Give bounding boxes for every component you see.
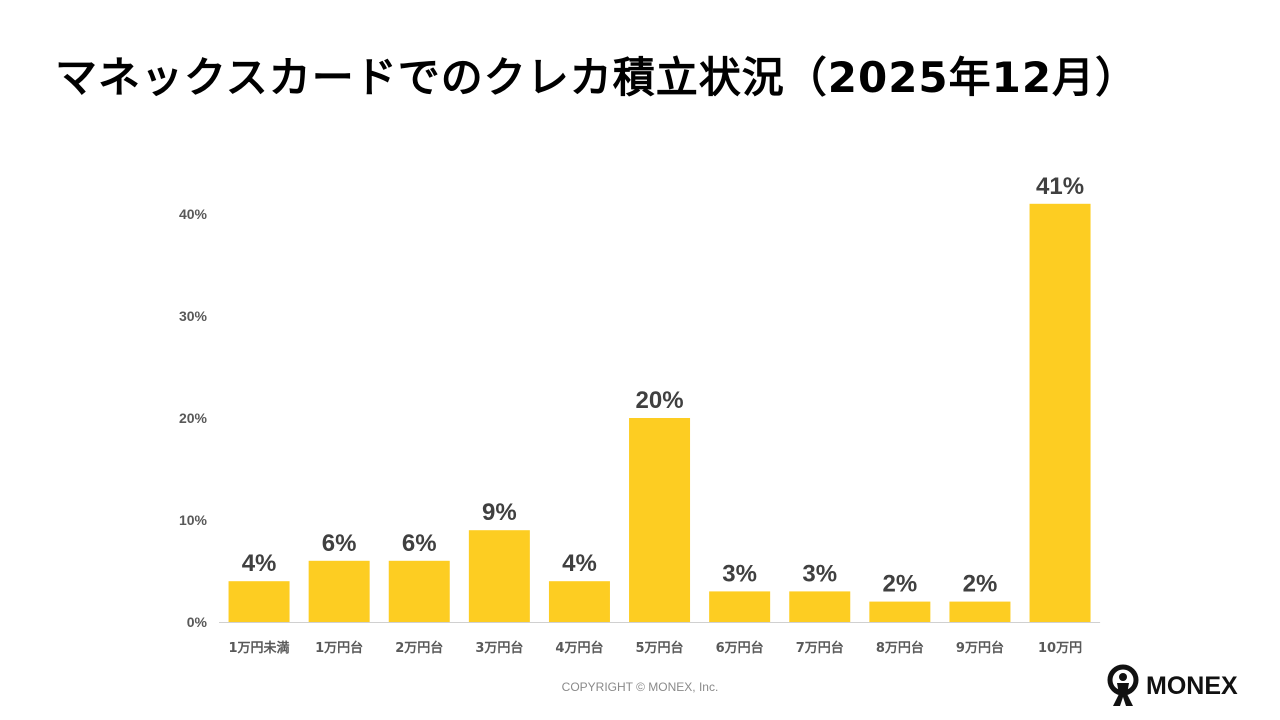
- monex-figure-icon: [1107, 664, 1139, 706]
- x-tick-label: 7万円台: [796, 640, 844, 656]
- data-label: 4%: [562, 550, 597, 577]
- bar: [1029, 203, 1091, 623]
- x-tick-label: 8万円台: [876, 640, 924, 656]
- data-label: 3%: [802, 560, 837, 587]
- data-label: 4%: [242, 550, 277, 577]
- monex-logo: MONEX: [1106, 664, 1238, 708]
- bar: [949, 601, 1011, 622]
- x-tick-label: 10万円: [1038, 641, 1082, 656]
- bar: [629, 418, 691, 622]
- data-label: 6%: [322, 530, 357, 557]
- x-tick-label: 9万円台: [956, 640, 1004, 656]
- copyright-text: COPYRIGHT © MONEX, Inc.: [561, 680, 719, 694]
- y-tick-label: 40%: [179, 206, 208, 222]
- data-label: 41%: [1036, 173, 1084, 200]
- data-label: 2%: [963, 571, 998, 598]
- data-label: 20%: [636, 387, 684, 414]
- data-label: 9%: [482, 499, 517, 526]
- x-tick-label: 5万円台: [636, 640, 684, 656]
- x-tick-label: 1万円台: [315, 640, 363, 656]
- bar: [548, 581, 610, 622]
- x-tick-label: 3万円台: [475, 640, 523, 656]
- bar: [468, 530, 530, 622]
- logo-text: MONEX: [1146, 671, 1238, 700]
- bar: [388, 560, 450, 622]
- y-tick-label: 20%: [179, 410, 208, 426]
- x-tick-label: 4万円台: [555, 640, 603, 656]
- y-tick-label: 30%: [179, 308, 208, 324]
- x-tick-label: 1万円未満: [229, 640, 290, 656]
- bar: [228, 581, 290, 622]
- bar: [869, 601, 931, 622]
- chart-title: マネックスカードでのクレカ積立状況（2025年12月）: [55, 53, 1139, 102]
- bar: [789, 591, 851, 622]
- y-tick-label: 10%: [179, 512, 208, 528]
- x-tick-label: 2万円台: [395, 640, 443, 656]
- data-label: 2%: [883, 571, 918, 598]
- bar: [709, 591, 771, 622]
- x-tick-label: 6万円台: [716, 640, 764, 656]
- data-label: 3%: [722, 560, 757, 587]
- data-label: 6%: [402, 530, 437, 557]
- bar: [308, 560, 370, 622]
- y-tick-label: 0%: [187, 614, 208, 630]
